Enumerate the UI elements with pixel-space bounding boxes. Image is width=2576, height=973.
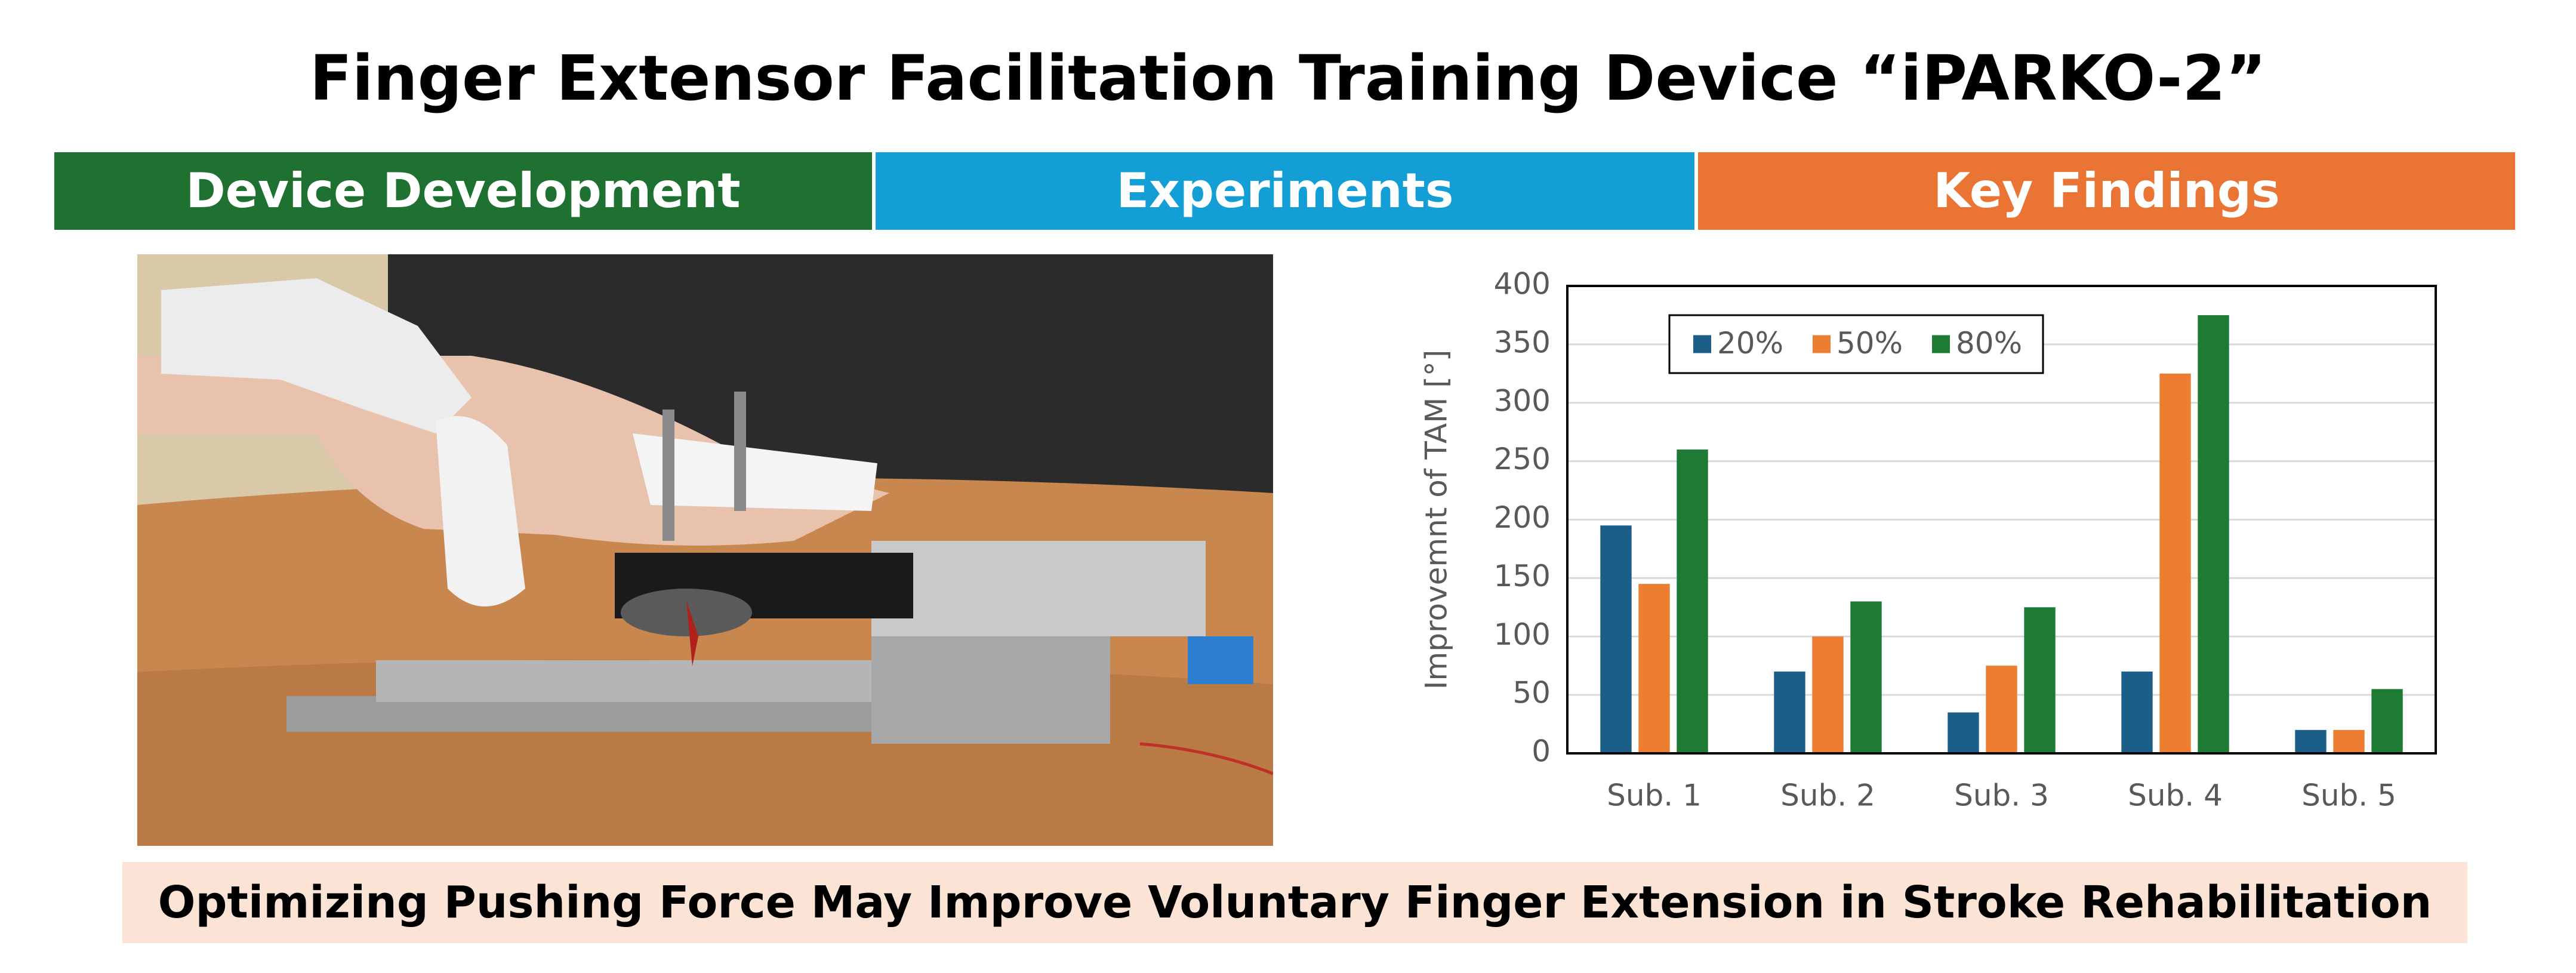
legend-box (1668, 314, 2044, 374)
page-title: Finger Extensor Facilitation Training De… (309, 42, 2267, 115)
legend-label: 50% (1837, 326, 1903, 361)
bar (1600, 525, 1632, 753)
legend-swatch (1693, 335, 1711, 353)
bar (1812, 636, 1844, 753)
y-tick-label: 100 (1494, 617, 1551, 652)
y-tick-label: 50 (1512, 676, 1551, 710)
conclusion-banner: Optimizing Pushing Force May Improve Vol… (122, 862, 2467, 943)
section-header: Key Findings (1698, 152, 2515, 230)
bar (1638, 584, 1670, 753)
y-tick-label: 400 (1494, 267, 1551, 301)
bar (1986, 666, 2017, 753)
x-tick-label: Sub. 2 (1780, 778, 1875, 813)
bar (1774, 671, 1805, 753)
bar (2024, 607, 2056, 753)
bar (1948, 712, 1979, 753)
y-tick-label: 150 (1494, 559, 1551, 593)
y-tick-label: 250 (1494, 442, 1551, 476)
bar (2333, 729, 2365, 753)
plot-frame (1566, 285, 2437, 755)
x-tick-label: Sub. 4 (2128, 778, 2223, 813)
device-photo (137, 254, 1273, 846)
section-header: Experiments (876, 152, 1694, 230)
bar (2295, 729, 2327, 753)
x-tick-label: Sub. 1 (1607, 778, 1702, 813)
x-tick-label: Sub. 3 (1954, 778, 2049, 813)
y-axis-label: Improvemnt of TAM [°] (1419, 350, 1454, 689)
bar (1850, 601, 1882, 753)
bar (1677, 449, 1708, 753)
y-tick-label: 200 (1494, 500, 1551, 535)
y-tick-label: 300 (1494, 383, 1551, 418)
x-tick-label: Sub. 5 (2301, 778, 2396, 813)
legend-swatch (1813, 335, 1831, 353)
section-header: Device Development (54, 152, 872, 230)
bar (2159, 373, 2191, 753)
legend-label: 80% (1956, 326, 2022, 361)
bar (2371, 689, 2403, 753)
legend-label: 20% (1717, 326, 1783, 361)
bar (2198, 315, 2229, 753)
legend-swatch (1932, 335, 1950, 353)
y-tick-label: 350 (1494, 325, 1551, 359)
y-tick-label: 0 (1532, 734, 1551, 769)
bar (2121, 671, 2153, 753)
bar-chart: 0 50 100 150 200 250 300 350 400 Improvemnt of TA… (1419, 267, 2437, 813)
